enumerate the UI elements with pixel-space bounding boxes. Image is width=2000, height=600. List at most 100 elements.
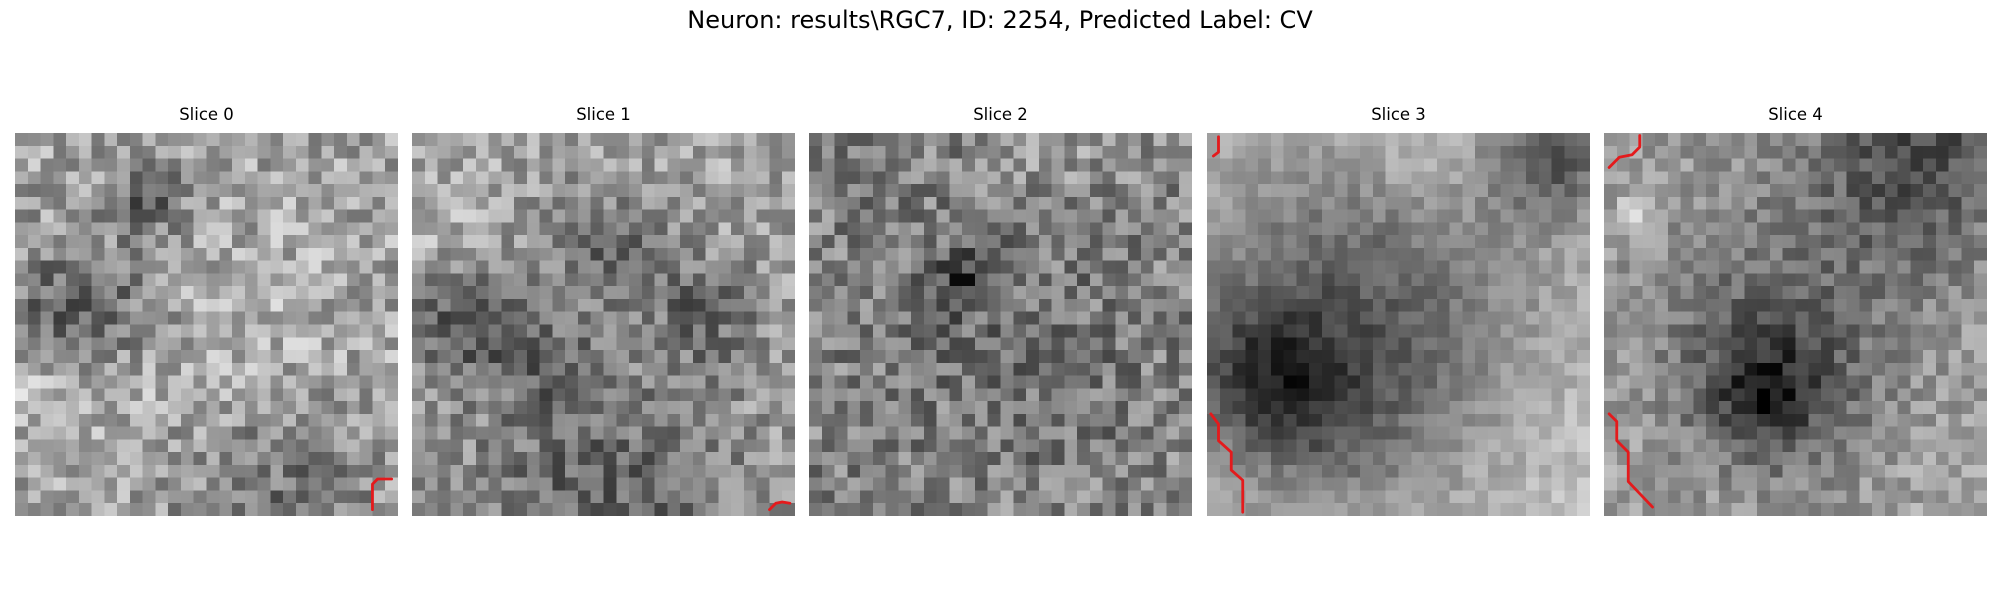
pixel	[180, 362, 194, 376]
pixel	[1064, 439, 1078, 453]
pixel	[590, 452, 604, 466]
pixel	[1935, 464, 1949, 478]
pixel	[565, 158, 579, 172]
pixel	[1026, 273, 1040, 287]
pixel	[1487, 298, 1501, 312]
pixel	[705, 324, 719, 338]
pixel	[78, 401, 92, 415]
pixel	[193, 477, 207, 491]
pixel	[1232, 324, 1246, 338]
pixel	[847, 337, 861, 351]
pixel	[1642, 401, 1656, 415]
pixel	[1884, 158, 1898, 172]
pixel	[911, 247, 925, 261]
pixel	[641, 298, 655, 312]
pixel	[155, 273, 169, 287]
pixel	[1207, 464, 1221, 478]
pixel	[1577, 311, 1590, 325]
pixel	[1245, 145, 1259, 159]
pixel	[885, 298, 899, 312]
pixel	[821, 350, 835, 364]
pixel	[1038, 477, 1052, 491]
pixel	[1769, 337, 1783, 351]
pixel	[40, 413, 54, 427]
pixel	[1948, 401, 1962, 415]
pixel	[743, 273, 757, 287]
pixel	[206, 145, 220, 159]
pixel	[1064, 273, 1078, 287]
pixel	[769, 286, 783, 300]
pixel	[1616, 196, 1630, 210]
pixel	[1089, 452, 1103, 466]
pixel	[743, 311, 757, 325]
pixel	[526, 439, 540, 453]
pixel	[475, 196, 489, 210]
pixel	[834, 247, 848, 261]
pixel	[936, 209, 950, 223]
pixel	[1038, 413, 1052, 427]
pixel	[412, 503, 426, 516]
pixel	[782, 426, 795, 440]
pixel	[1616, 324, 1630, 338]
pixel	[769, 209, 783, 223]
pixel	[1577, 273, 1590, 287]
pixel	[1064, 490, 1078, 504]
pixel	[936, 273, 950, 287]
pixel	[692, 247, 706, 261]
pixel	[1680, 350, 1694, 364]
pixel	[860, 426, 874, 440]
pixel	[860, 222, 874, 236]
pixel	[962, 477, 976, 491]
pixel	[257, 273, 271, 287]
pixel	[308, 209, 322, 223]
pixel	[308, 375, 322, 389]
pixel	[283, 439, 297, 453]
pixel	[885, 235, 899, 249]
pixel	[756, 298, 770, 312]
pixel	[1693, 133, 1707, 147]
pixel	[872, 324, 886, 338]
pixel	[885, 452, 899, 466]
pixel	[847, 184, 861, 198]
pixel	[872, 337, 886, 351]
pixel	[603, 503, 617, 516]
pixel	[385, 477, 398, 491]
pixel	[705, 209, 719, 223]
pixel	[104, 171, 118, 185]
pixel	[1910, 196, 1924, 210]
pixel	[1731, 247, 1745, 261]
pixel	[1782, 439, 1796, 453]
pixel	[629, 362, 643, 376]
pixel	[219, 337, 233, 351]
pixel	[1179, 133, 1192, 147]
pixel	[78, 362, 92, 376]
pixel	[654, 145, 668, 159]
pixel	[129, 260, 143, 274]
pixel	[1974, 222, 1987, 236]
pixel	[1179, 247, 1192, 261]
pixel	[15, 247, 29, 261]
pixel	[756, 235, 770, 249]
pixel	[1245, 247, 1259, 261]
pixel	[1821, 145, 1835, 159]
pixel	[1128, 273, 1142, 287]
pixel	[616, 337, 630, 351]
pixel	[1538, 337, 1552, 351]
pixel	[1102, 196, 1116, 210]
pixel	[15, 362, 29, 376]
pixel	[1897, 350, 1911, 364]
pixel	[809, 298, 823, 312]
pixel	[1436, 184, 1450, 198]
pixel	[359, 260, 373, 274]
pixel	[321, 388, 335, 402]
pixel	[219, 401, 233, 415]
pixel	[27, 171, 41, 185]
pixel	[923, 273, 937, 287]
pixel	[1846, 145, 1860, 159]
pixel	[641, 196, 655, 210]
pixel	[193, 503, 207, 516]
pixel	[1462, 286, 1476, 300]
pixel	[1604, 503, 1618, 516]
pixel	[949, 350, 963, 364]
pixel	[1642, 464, 1656, 478]
